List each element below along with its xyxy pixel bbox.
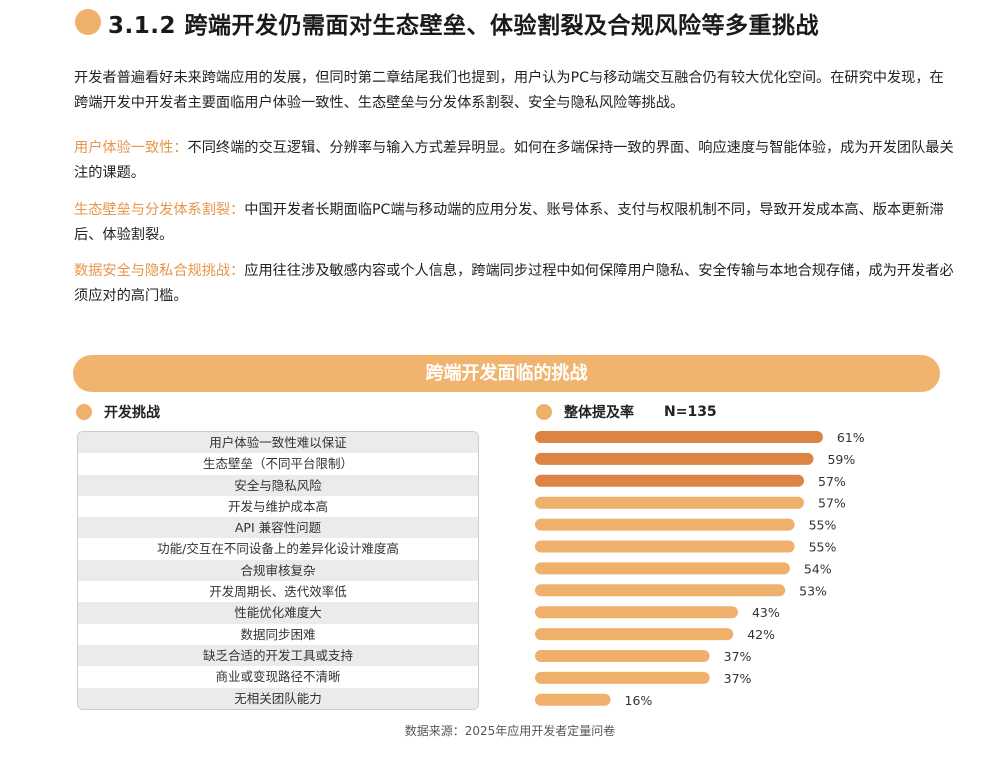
value-label: 59% — [827, 452, 855, 467]
value-label: 55% — [809, 540, 837, 555]
value-label: 42% — [747, 627, 775, 642]
sample-size: N=135 — [664, 404, 717, 420]
bar — [535, 474, 805, 487]
point-text: 不同终端的交互逻辑、分辨率与输入方式差异明显。如何在多端保持一致的界面、响应速度… — [74, 140, 954, 181]
legend-label: 开发挑战 — [104, 405, 160, 421]
intro-paragraph: 开发者普遍看好未来跨端应用的发展，但同时第二章结尾我们也提到，用户认为PC与移动… — [74, 70, 944, 111]
legend-rate: 整体提及率 N=135 — [536, 402, 717, 422]
category-row: 数据同步困难 — [240, 626, 316, 642]
legend-dot-icon — [76, 404, 92, 420]
legend-dot-icon — [536, 404, 552, 420]
category-row: 性能优化难度大 — [78, 602, 478, 624]
point-security: 数据安全与隐私合规挑战：应用往往涉及敏感内容或个人信息，跨端同步过程中如何保障用… — [74, 259, 954, 309]
point-ecosystem: 生态壁垒与分发体系割裂：中国开发者长期面临PC端与移动端的应用分发、账号体系、支… — [74, 198, 954, 248]
bar — [535, 693, 611, 706]
value-label: 43% — [752, 605, 780, 620]
point-text: 中国开发者长期面临PC端与移动端的应用分发、账号体系、支付与权限机制不同，导致开… — [74, 202, 944, 243]
value-label: 55% — [809, 518, 837, 533]
bar — [535, 650, 710, 662]
point-label: 生态壁垒与分发体系割裂： — [74, 202, 245, 218]
bar — [535, 518, 795, 531]
value-label: 61% — [837, 430, 865, 445]
category-row: 合规审核复杂 — [78, 559, 478, 582]
category-row: 缺乏合适的开发工具或支持 — [78, 644, 478, 667]
point-label: 数据安全与隐私合规挑战： — [74, 263, 245, 279]
value-label: 54% — [804, 561, 832, 576]
bar — [535, 452, 814, 465]
title-bullet-icon — [75, 9, 101, 35]
legend-label: 整体提及率 — [564, 405, 634, 421]
bar — [535, 628, 734, 641]
category-row: 生态壁垒（不同平台限制） — [202, 456, 353, 472]
value-label: 57% — [818, 496, 846, 511]
section-title: 3.1.2 跨端开发仍需面对生态壁垒、体验割裂及合规风险等多重挑战 — [108, 13, 819, 39]
category-row: API 兼容性问题 — [78, 517, 478, 539]
point-label: 用户体验一致性： — [74, 140, 188, 156]
category-table: 用户体验一致性难以保证生态壁垒（不同平台限制） 安全与隐私风险开发与维护成本高 AP… — [77, 431, 479, 710]
data-source: 数据来源：2025年应用开发者定量问卷 — [404, 724, 616, 738]
category-row: 开发周期长、迭代效率低 — [209, 584, 347, 600]
bar — [535, 496, 805, 509]
category-row: 功能/交互在不同设备上的差异化设计难度高 — [157, 541, 399, 557]
chart-title: 跨端开发面临的挑战 — [73, 355, 940, 392]
category-row: 用户体验一致性难以保证 — [78, 432, 478, 454]
point-text: 应用往往涉及敏感内容或个人信息，跨端同步过程中如何保障用户隐私、安全传输与本地合… — [74, 263, 954, 304]
category-row: 安全与隐私风险 — [78, 474, 478, 496]
category-row: 无相关团队能力 — [78, 687, 478, 709]
value-label: 53% — [799, 583, 827, 598]
value-label: 37% — [724, 649, 752, 664]
value-label: 16% — [625, 693, 653, 708]
value-label: 37% — [724, 671, 752, 686]
category-row: 开发与维护成本高 — [227, 498, 328, 514]
bar — [535, 562, 790, 575]
bar — [535, 671, 710, 684]
bar — [535, 584, 786, 597]
bar — [535, 606, 738, 619]
point-ux: 用户体验一致性：不同终端的交互逻辑、分辨率与输入方式差异明显。如何在多端保持一致… — [74, 136, 954, 186]
value-label: 57% — [818, 474, 846, 489]
legend-challenges: 开发挑战 — [76, 402, 160, 422]
bar — [535, 431, 823, 443]
category-row: 商业或变现路径不清晰 — [215, 669, 341, 685]
bar — [535, 540, 795, 553]
